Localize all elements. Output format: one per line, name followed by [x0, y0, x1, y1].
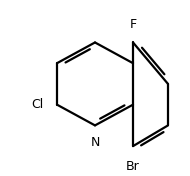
Text: Br: Br: [126, 160, 140, 173]
Text: N: N: [90, 136, 100, 149]
Text: F: F: [129, 18, 137, 31]
Text: Cl: Cl: [31, 98, 43, 111]
